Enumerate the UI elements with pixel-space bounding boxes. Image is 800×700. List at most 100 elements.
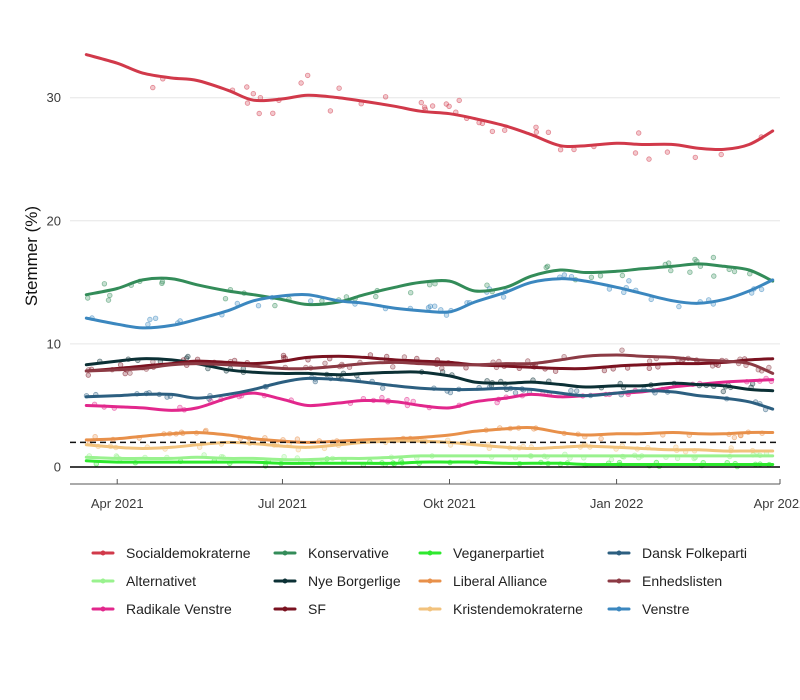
legend-key-dot [282,578,288,584]
legend-key-dot [616,606,622,612]
legend-key-dot [427,550,433,556]
legend-item: Veganerpartiet [418,545,544,561]
y-tick-label: 20 [47,213,61,228]
poll-point [322,360,328,366]
poll-point [447,389,454,396]
poll-point [145,321,151,328]
x-tick-label: Apr 2021 [91,496,144,511]
poll-point [500,294,507,300]
legend-label: Liberal Alliance [453,573,547,589]
legend-item: Radikale Venstre [91,601,232,617]
legend-item: Venstre [607,601,690,617]
legend-key-dot [616,578,622,584]
x-tick-label: Jan 2022 [590,496,644,511]
poll-point [687,269,693,275]
x-tick-label: Jul 2021 [258,496,307,511]
legend-key-dot [616,550,622,556]
poll-point [408,290,414,296]
poll-point [401,354,408,360]
legend-label: Nye Borgerlige [308,573,401,589]
poll-point [601,367,608,374]
poll-point [720,388,726,395]
poll-point [632,150,639,156]
y-axis-title: Stemmer (%) [22,206,41,306]
legend-key-dot [282,606,288,612]
poll-point [646,365,652,371]
poll-point [418,99,424,106]
poll-point [107,292,113,299]
legend-label: Veganerpartiet [453,545,544,561]
poll-point [298,80,304,86]
poll-point [456,97,462,104]
trend-line-liberal-alliance [84,425,775,444]
legend-item: Nye Borgerlige [273,573,401,589]
legend-label: Kristendemokraterne [453,601,583,617]
poll-point [646,358,653,364]
poll-point [598,435,604,442]
trend-line-kristendemokraterne [84,439,775,453]
poll-point [256,110,262,117]
legend-label: Venstre [642,601,690,617]
poll-point [758,286,765,293]
legend-key-dot [427,578,433,584]
poll-point [731,268,738,275]
poll-point [676,303,682,310]
legend-item: Alternativet [91,573,196,589]
legend-label: Alternativet [126,573,196,589]
poll-point [117,362,124,368]
poll-point [147,316,153,323]
poll-point [380,385,386,391]
poll-point [626,278,632,284]
legend-label: SF [308,601,326,617]
trend-line-enhedslisten [84,353,775,375]
poll-point [255,303,262,309]
poll-point [127,370,133,376]
legend-label: Konservative [308,545,389,561]
trend-line-socialdemokraterne [84,53,775,152]
x-tick-label: Apr 2022 [754,496,800,511]
legend-item: Dansk Folkeparti [607,545,747,561]
poll-point [533,124,539,130]
poll-point [512,390,519,396]
legend: Socialdemokraterne Alternativet Radikale V… [91,545,747,617]
poll-point [272,302,278,309]
poll-point [308,298,314,304]
legend-item: Liberal Alliance [418,573,547,589]
poll-point [636,130,642,136]
poll-point [101,281,108,287]
legend-key-dot [282,550,288,556]
trend-line-radikale-venstre [84,378,775,412]
poll-point [646,156,652,162]
poll-point [574,388,580,394]
poll-point [692,154,698,161]
poll-point [619,347,625,353]
poll-point [327,108,334,114]
poll-point [443,101,449,107]
poll-point [545,129,552,135]
legend-item: Socialdemokraterne [91,545,251,561]
poll-point [648,296,654,303]
poll-point [105,297,112,303]
poll-point [664,149,671,155]
legend-label: Enhedslisten [642,573,722,589]
poll-point [561,272,568,278]
legend-item: Kristendemokraterne [418,601,583,617]
poll-point [305,72,311,79]
poll-point [152,315,159,321]
poll-point [489,128,496,135]
trend-line-venstre [84,277,775,330]
poll-point [484,282,490,288]
poll-point [568,388,574,394]
legend-item: Konservative [273,545,389,561]
poll-point [244,84,250,90]
poll-point [84,295,91,301]
poll-point [429,103,436,109]
legend-key-dot [100,606,106,612]
poll-point [427,303,433,309]
poll-point [588,274,595,280]
poll-point [159,279,166,285]
poll-point [439,365,445,371]
poll-point [718,151,724,158]
